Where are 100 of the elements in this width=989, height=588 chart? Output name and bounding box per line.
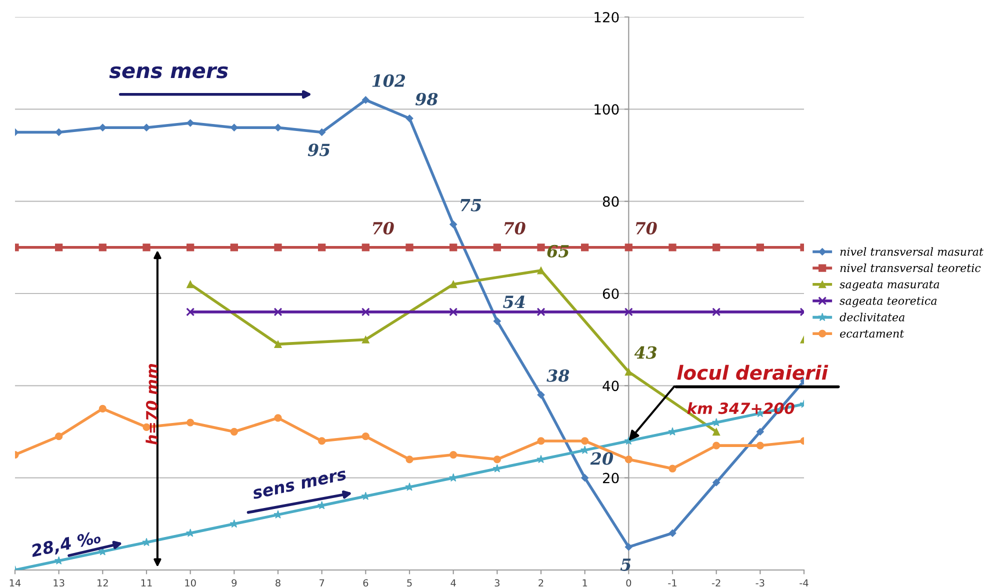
point (624, 308, 633, 316)
point (450, 280, 458, 288)
point (318, 128, 326, 136)
point (406, 244, 414, 252)
x-tick-label: 10 (185, 579, 196, 587)
legend-label: sageata teoretica (840, 296, 937, 308)
point (230, 428, 238, 436)
point (142, 124, 150, 132)
legend-label: nivel transversal teoretic (840, 264, 981, 272)
point (406, 114, 414, 122)
x-tick-label: 6 (363, 579, 368, 587)
y-tick-label: 120 (594, 12, 619, 22)
point (581, 437, 589, 445)
annotation: sens mers (252, 470, 347, 500)
point (362, 336, 370, 344)
point (186, 119, 194, 127)
point (624, 456, 632, 464)
point (318, 437, 326, 445)
point (230, 124, 238, 132)
point (186, 244, 194, 252)
point (756, 428, 764, 436)
point (756, 244, 764, 252)
data-label: 5 (620, 558, 631, 571)
point (142, 244, 150, 252)
legend-label: declivitatea (840, 312, 904, 322)
point (55, 432, 63, 440)
point (230, 244, 238, 252)
y-tick-label: 60 (602, 288, 619, 299)
point (362, 96, 370, 104)
point (98, 244, 106, 252)
data-label: 70 (636, 222, 657, 234)
point (274, 308, 282, 316)
legend-label: ecartament (840, 330, 904, 338)
point (668, 244, 676, 252)
x-tick-label: 0 (626, 579, 632, 587)
point (449, 308, 458, 316)
x-tick-label: -3 (756, 579, 764, 587)
point (98, 404, 106, 413)
x-tick-label: 11 (141, 579, 152, 586)
point (537, 266, 545, 274)
point (493, 456, 501, 464)
data-label: 65 (547, 244, 569, 258)
point (406, 456, 414, 464)
legend-label: sageata masurata (840, 280, 940, 291)
point (274, 340, 282, 348)
x-tick-label: -2 (712, 579, 720, 586)
annotation: h=70 mm (146, 364, 158, 445)
x-tick-label: 14 (10, 579, 21, 586)
point (581, 244, 589, 252)
point (274, 244, 282, 252)
point (537, 391, 545, 399)
data-label: 95 (308, 144, 330, 156)
point (55, 128, 63, 136)
point (274, 124, 282, 132)
point (537, 244, 545, 252)
x-tick-label: 13 (54, 579, 64, 587)
point (537, 437, 545, 445)
y-tick-label: 20 (602, 472, 619, 484)
point (712, 442, 720, 450)
x-tick-label: 1 (582, 579, 588, 586)
x-tick-label: 7 (320, 579, 324, 586)
y-tick-label: 80 (602, 196, 619, 207)
point (536, 308, 546, 316)
point (361, 308, 370, 316)
point (450, 244, 458, 252)
data-label: 102 (372, 74, 406, 87)
data-label: 43 (634, 346, 657, 359)
x-tick-label: 5 (407, 579, 412, 587)
point (450, 220, 458, 228)
data-label: 38 (546, 369, 570, 382)
point (362, 244, 370, 252)
data-label: 54 (503, 296, 525, 308)
point (450, 450, 458, 459)
point (493, 317, 501, 325)
point (624, 368, 632, 376)
x-tick-label: 8 (276, 579, 280, 587)
x-tick-label: 12 (98, 579, 108, 586)
point (624, 244, 632, 252)
point (581, 474, 589, 482)
x-tick-label: -1 (668, 579, 676, 586)
point (712, 244, 720, 252)
point (712, 478, 720, 486)
point (756, 442, 764, 450)
y-tick-label: 100 (594, 104, 619, 115)
data-label: 98 (415, 92, 438, 106)
point (55, 244, 63, 252)
point (624, 543, 632, 551)
point (186, 280, 194, 288)
x-tick-label: 9 (232, 579, 237, 587)
point (362, 432, 370, 440)
point (668, 464, 676, 472)
point (493, 244, 501, 252)
point (712, 428, 720, 436)
x-tick-label: -4 (800, 579, 808, 586)
x-tick-label: 3 (494, 579, 500, 587)
point (668, 529, 676, 537)
annotation: 28,4 ‰ (30, 530, 102, 560)
data-label: 70 (504, 222, 526, 234)
data-label: 70 (372, 222, 394, 234)
point (98, 124, 106, 132)
